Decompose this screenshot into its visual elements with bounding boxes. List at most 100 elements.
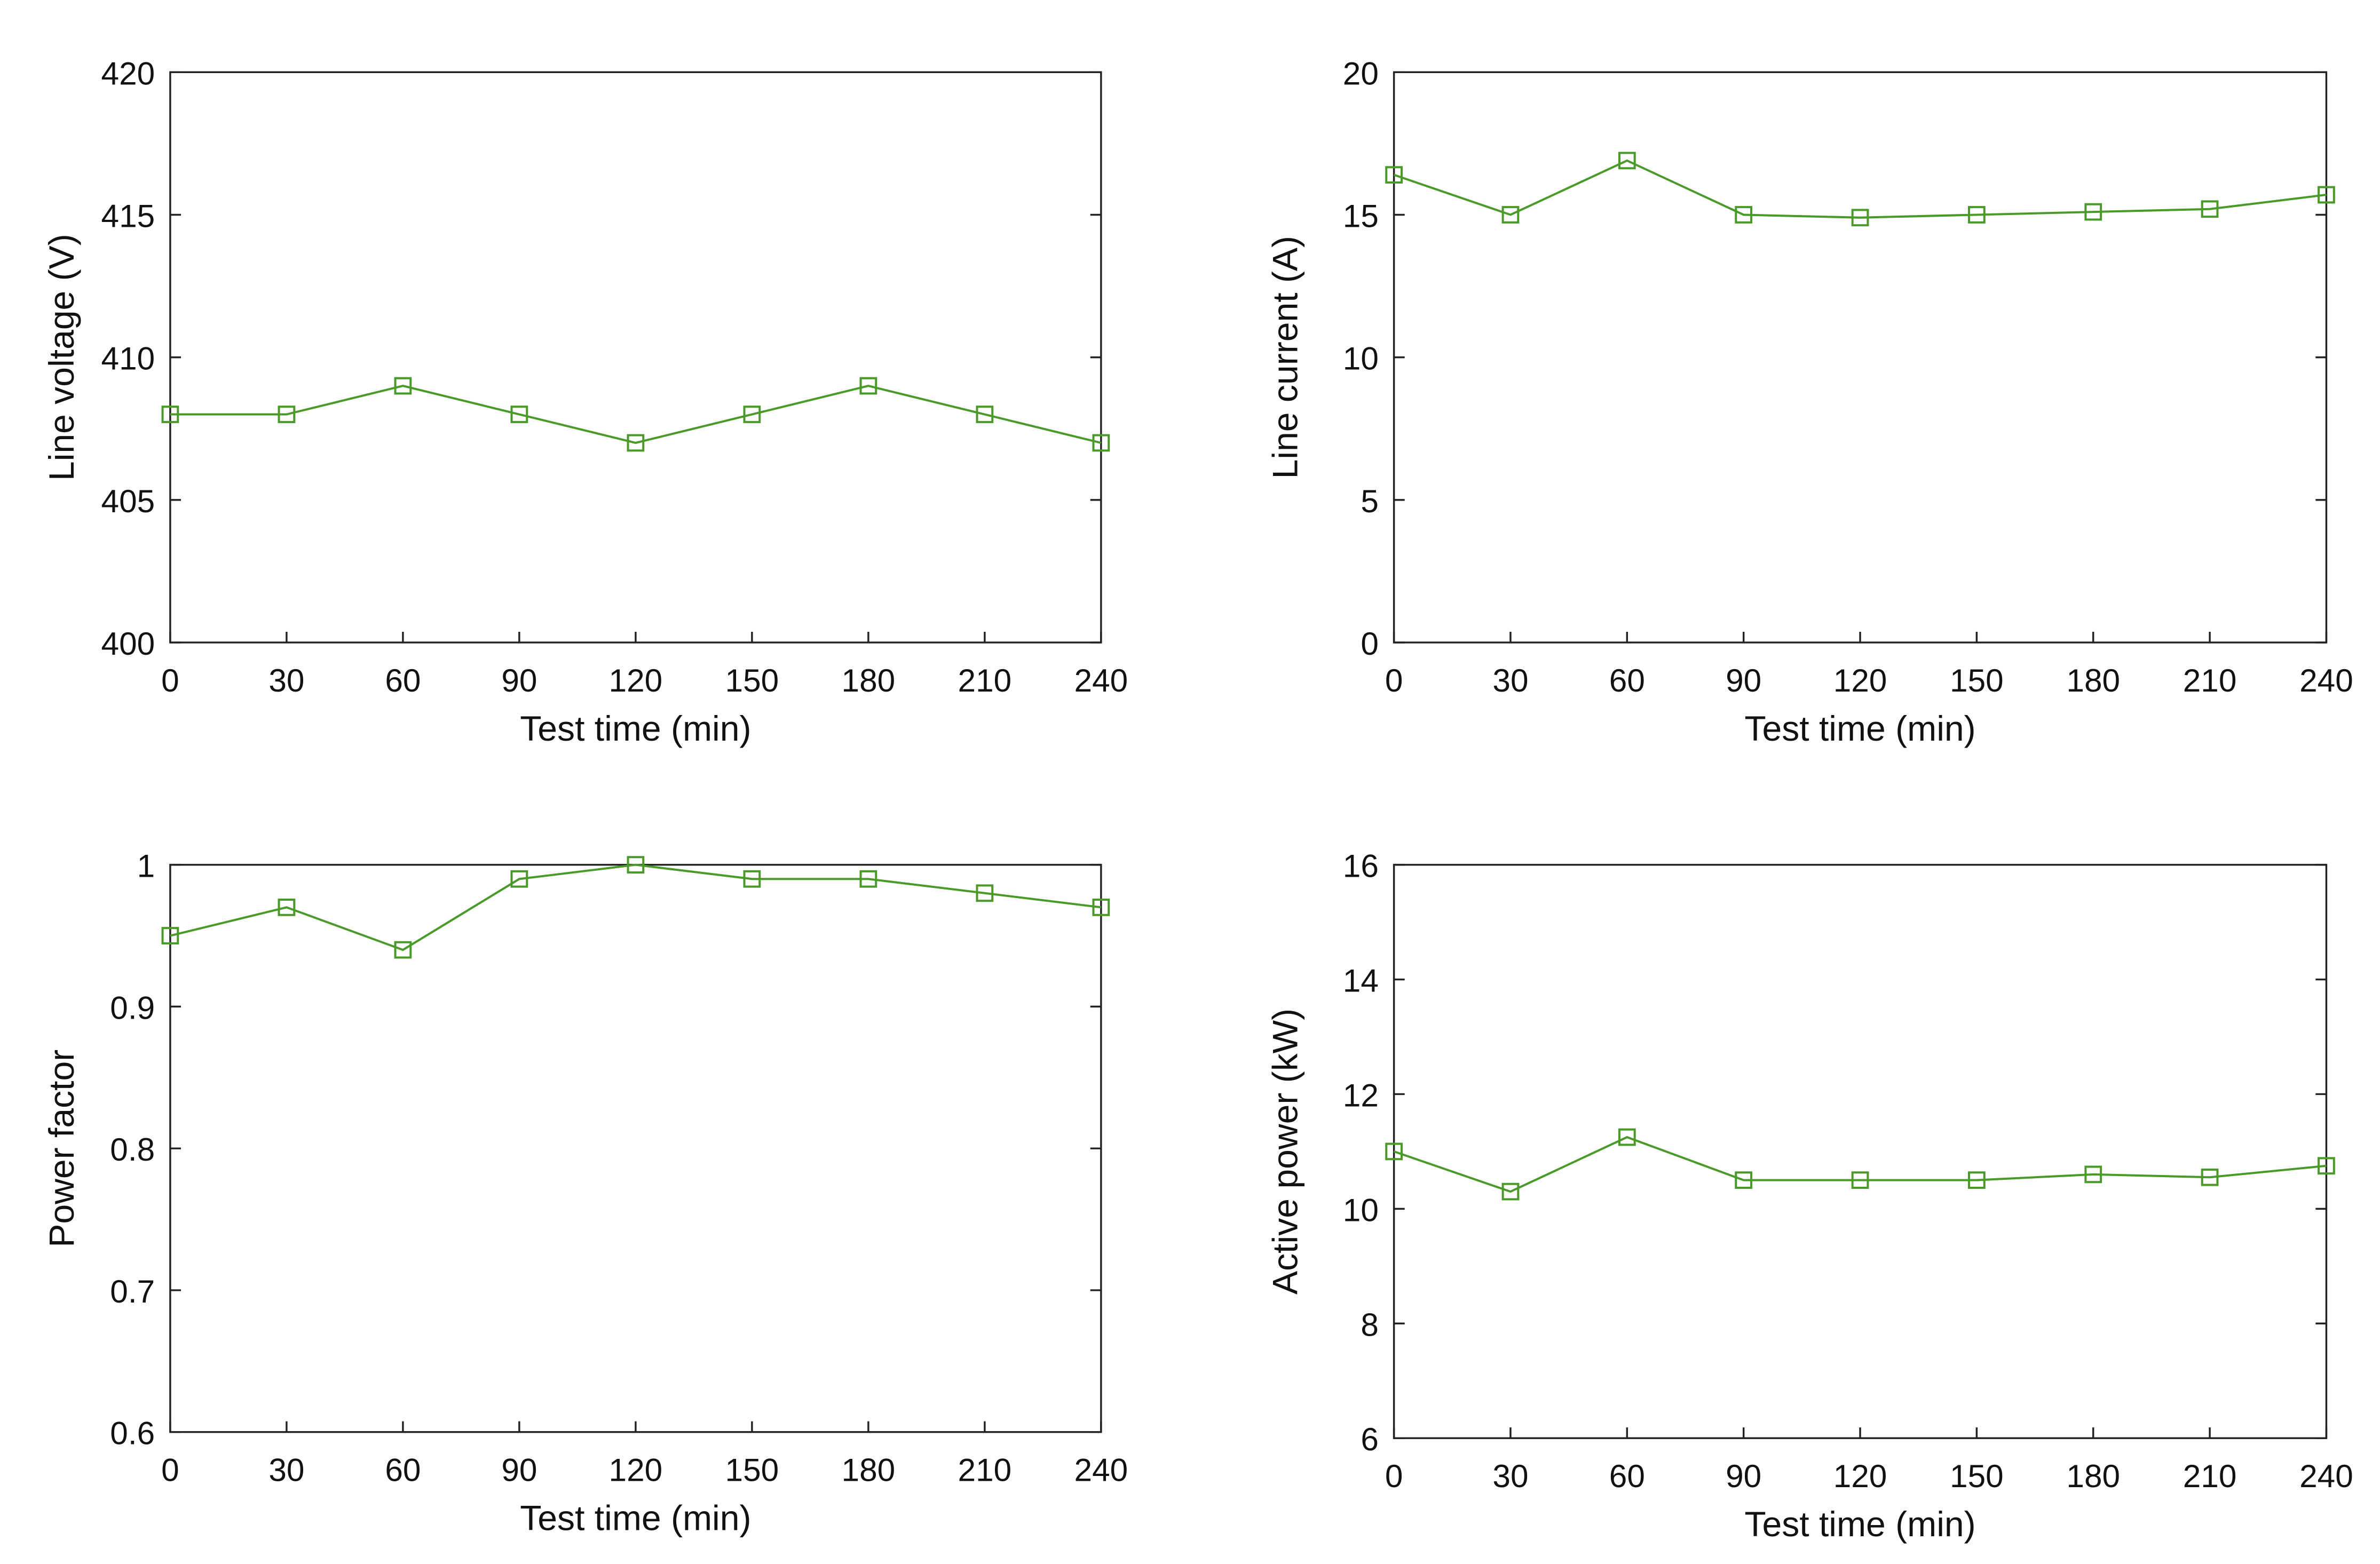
x-tick-label: 120 xyxy=(1833,1458,1887,1494)
marker xyxy=(2318,1157,2335,1175)
y-tick-label: 12 xyxy=(1343,1077,1379,1113)
marker xyxy=(2201,200,2219,218)
y-axis-label: Active power (kW) xyxy=(1266,1009,1306,1295)
x-axis-label: Test time (min) xyxy=(520,709,751,749)
x-tick-label: 210 xyxy=(2183,662,2237,698)
plot-frame xyxy=(1393,71,2328,644)
y-tick-label: 1 xyxy=(137,848,155,884)
marker xyxy=(1618,152,1636,170)
x-tick-label: 150 xyxy=(725,1452,779,1488)
y-tick-label: 10 xyxy=(1343,1192,1379,1228)
x-axis-label: Test time (min) xyxy=(1744,1505,1975,1544)
marker xyxy=(278,898,296,916)
y-tick-label: 0.7 xyxy=(110,1273,155,1309)
x-tick-label: 240 xyxy=(1074,662,1128,698)
y-tick-label: 20 xyxy=(1343,55,1379,91)
marker xyxy=(161,406,179,423)
x-tick-label: 90 xyxy=(1726,662,1761,698)
y-tick-label: 420 xyxy=(101,55,155,91)
marker xyxy=(2318,186,2335,204)
marker xyxy=(2201,1168,2219,1186)
marker xyxy=(859,377,877,395)
y-tick-label: 16 xyxy=(1343,848,1379,884)
y-tick-label: 0.9 xyxy=(110,989,155,1026)
marker xyxy=(743,406,761,423)
x-tick-label: 30 xyxy=(1492,662,1528,698)
marker xyxy=(859,870,877,888)
x-tick-label: 150 xyxy=(1950,662,2004,698)
x-tick-label: 0 xyxy=(161,662,179,698)
y-tick-label: 415 xyxy=(101,197,155,234)
x-axis-label: Test time (min) xyxy=(520,1499,751,1538)
x-tick-label: 210 xyxy=(958,1452,1012,1488)
marker xyxy=(1501,1182,1520,1201)
x-tick-label: 60 xyxy=(385,662,421,698)
plot-frame xyxy=(169,863,1102,1433)
marker xyxy=(2084,203,2102,221)
x-tick-label: 90 xyxy=(501,1452,537,1488)
marker xyxy=(627,856,645,874)
data-line xyxy=(1393,1136,2327,1193)
y-tick-label: 15 xyxy=(1343,197,1379,234)
y-axis-label: Power factor xyxy=(42,1050,82,1248)
marker xyxy=(1618,1128,1636,1146)
marker xyxy=(1385,1142,1403,1161)
marker xyxy=(394,377,412,395)
y-tick-label: 410 xyxy=(101,340,155,377)
x-tick-label: 180 xyxy=(2066,1458,2120,1494)
x-tick-label: 90 xyxy=(501,662,537,698)
x-tick-label: 60 xyxy=(385,1452,421,1488)
x-tick-label: 30 xyxy=(1492,1458,1528,1494)
x-tick-label: 120 xyxy=(1833,662,1887,698)
x-tick-label: 60 xyxy=(1609,1458,1645,1494)
x-tick-label: 240 xyxy=(2299,1458,2353,1494)
x-tick-label: 240 xyxy=(1074,1452,1128,1488)
marker xyxy=(1501,206,1520,224)
marker xyxy=(1851,1171,1869,1189)
marker xyxy=(1968,206,1986,224)
marker xyxy=(2084,1165,2102,1184)
marker xyxy=(976,884,994,902)
y-tick-label: 5 xyxy=(1361,483,1379,519)
marker xyxy=(278,406,296,423)
y-tick-label: 0 xyxy=(1361,625,1379,662)
plot-frame xyxy=(169,71,1102,644)
x-tick-label: 240 xyxy=(2299,662,2353,698)
x-tick-label: 150 xyxy=(1950,1458,2004,1494)
marker xyxy=(1968,1171,1986,1189)
marker xyxy=(1735,206,1753,224)
x-tick-label: 150 xyxy=(725,662,779,698)
marker xyxy=(627,434,645,452)
x-tick-label: 0 xyxy=(1385,662,1403,698)
marker xyxy=(394,941,412,959)
x-tick-label: 180 xyxy=(842,1452,896,1488)
x-tick-label: 210 xyxy=(2183,1458,2237,1494)
x-tick-label: 210 xyxy=(958,662,1012,698)
marker xyxy=(510,870,528,888)
data-line xyxy=(170,863,1102,951)
data-line xyxy=(170,385,1102,444)
x-tick-label: 0 xyxy=(1385,1458,1403,1494)
y-tick-label: 405 xyxy=(101,483,155,519)
x-tick-label: 30 xyxy=(268,662,304,698)
marker xyxy=(1092,898,1110,916)
x-tick-label: 60 xyxy=(1609,662,1645,698)
x-tick-label: 120 xyxy=(609,1452,663,1488)
marker xyxy=(1851,209,1869,227)
marker xyxy=(1385,166,1403,184)
x-tick-label: 90 xyxy=(1726,1458,1761,1494)
x-tick-label: 30 xyxy=(268,1452,304,1488)
x-tick-label: 0 xyxy=(161,1452,179,1488)
x-tick-label: 180 xyxy=(842,662,896,698)
y-tick-label: 400 xyxy=(101,625,155,662)
y-tick-label: 0.8 xyxy=(110,1131,155,1168)
x-tick-label: 120 xyxy=(609,662,663,698)
y-axis-label: Line voltage (V) xyxy=(42,234,82,481)
marker xyxy=(743,870,761,888)
plot-frame xyxy=(1393,863,2328,1439)
data-line xyxy=(1393,159,2327,219)
x-axis-label: Test time (min) xyxy=(1744,709,1975,749)
marker xyxy=(1735,1171,1753,1189)
